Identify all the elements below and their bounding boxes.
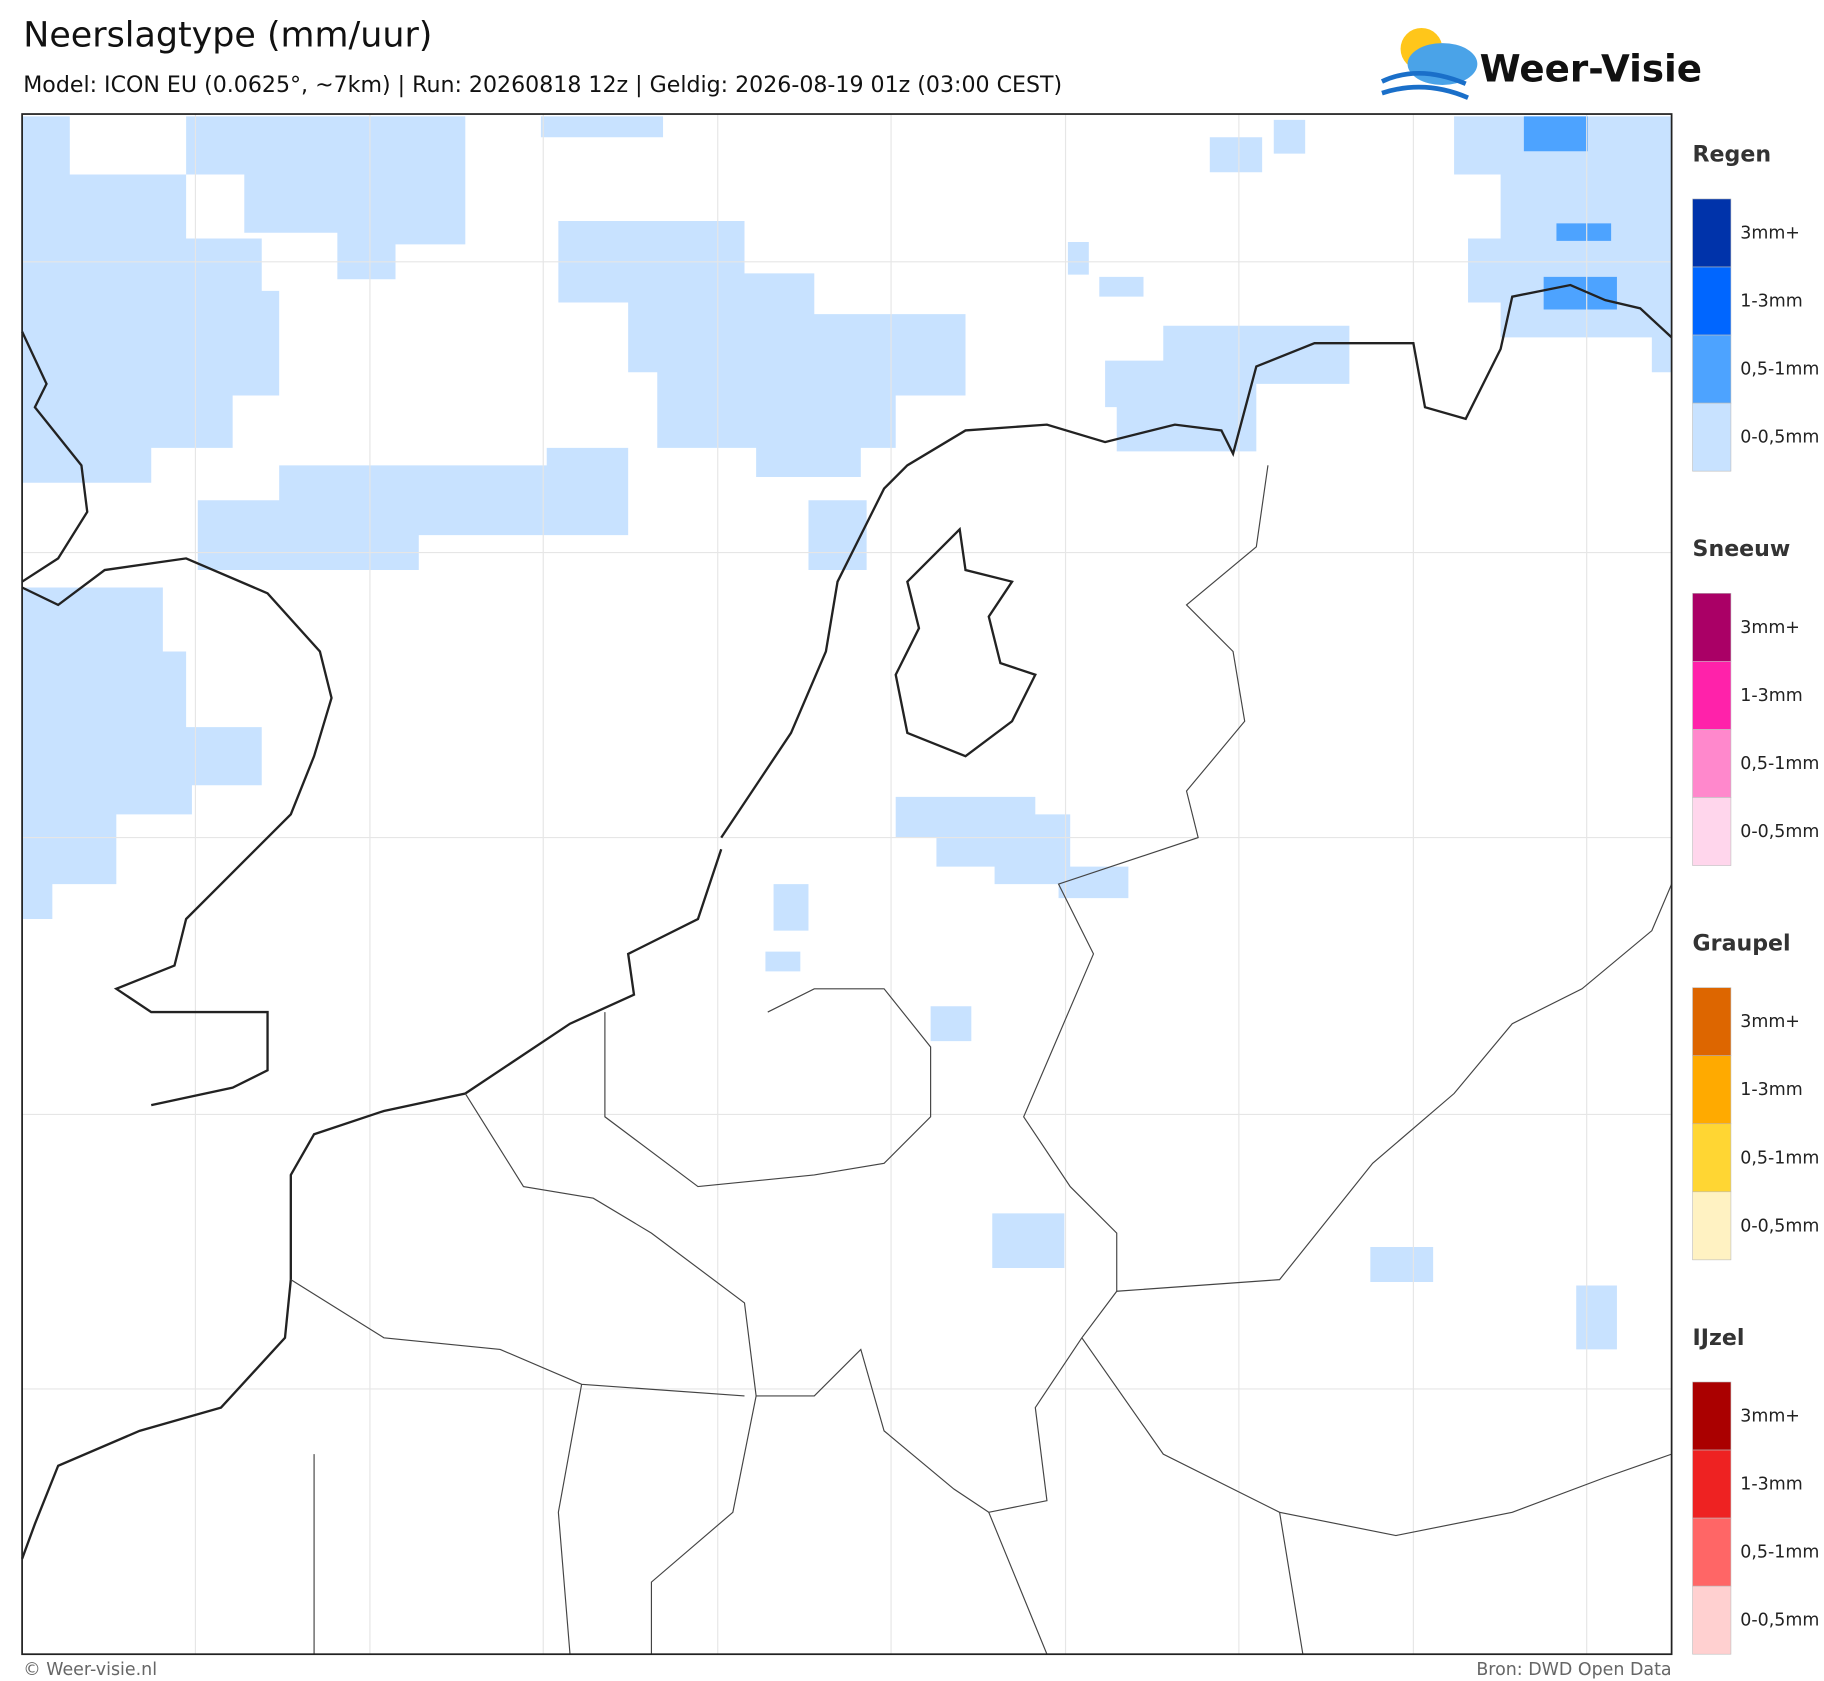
legend-label: 3mm+: [1740, 1012, 1800, 1032]
legend-swatch: [1692, 1449, 1732, 1519]
legend-title: Graupel: [1693, 930, 1791, 956]
legend-swatch: [1692, 661, 1732, 730]
subtitle: Model: ICON EU (0.0625°, ~7km) | Run: 20…: [23, 72, 1062, 98]
legend-label: 0-0,5mm: [1740, 822, 1819, 842]
legend-swatch: [1692, 198, 1732, 268]
legend-label: 1-3mm: [1740, 1080, 1802, 1100]
legend-label: 1-3mm: [1740, 292, 1802, 312]
legend-label: 3mm+: [1740, 224, 1800, 244]
legend-label: 0-0,5mm: [1740, 428, 1819, 448]
footer-left: © Weer-visie.nl: [23, 1660, 157, 1680]
logo: Weer-Visie: [1380, 27, 1702, 100]
precipitation: [22, 116, 1672, 1350]
legend-swatch: [1692, 402, 1732, 472]
legend-swatch: [1692, 1517, 1732, 1587]
borders: [290, 465, 1673, 1655]
legend-swatch: [1692, 1191, 1732, 1261]
legend-swatch: [1692, 593, 1732, 662]
legend-swatch: [1692, 729, 1732, 798]
legend-swatch: [1692, 1585, 1732, 1655]
legend-label: 3mm+: [1740, 1407, 1800, 1427]
legend-swatch: [1692, 1381, 1732, 1451]
legend-label: 1-3mm: [1740, 686, 1802, 706]
legend-swatch: [1692, 266, 1732, 336]
legend-swatch: [1692, 987, 1732, 1056]
legend-swatch: [1692, 334, 1732, 404]
title: Neerslagtype (mm/uur): [23, 16, 432, 56]
legend-title: IJzel: [1693, 1325, 1745, 1351]
legend: Regen 3mm+ 1-3mm 0,5-1mm 0-0,5mm Sneeuw 3mm+ 1-…: [1692, 142, 1819, 1655]
legend-label: 0-0,5mm: [1740, 1216, 1819, 1236]
coastlines: [21, 283, 1673, 1560]
map: [21, 113, 1673, 1656]
legend-label: 0,5-1mm: [1740, 754, 1819, 774]
legend-label: 0-0,5mm: [1740, 1611, 1819, 1631]
logo-text: Weer-Visie: [1480, 46, 1702, 90]
legend-label: 0,5-1mm: [1740, 1543, 1819, 1563]
grid: [22, 114, 1672, 1655]
legend-swatch: [1692, 797, 1732, 866]
legend-title: Regen: [1693, 142, 1772, 168]
legend-swatch: [1692, 1055, 1732, 1125]
footer-right: Bron: DWD Open Data: [1476, 1660, 1671, 1680]
legend-title: Sneeuw: [1693, 536, 1791, 562]
legend-label: 0,5-1mm: [1740, 1148, 1819, 1168]
legend-label: 1-3mm: [1740, 1475, 1802, 1495]
legend-label: 3mm+: [1740, 618, 1800, 638]
legend-swatch: [1692, 1123, 1732, 1193]
legend-label: 0,5-1mm: [1740, 360, 1819, 380]
